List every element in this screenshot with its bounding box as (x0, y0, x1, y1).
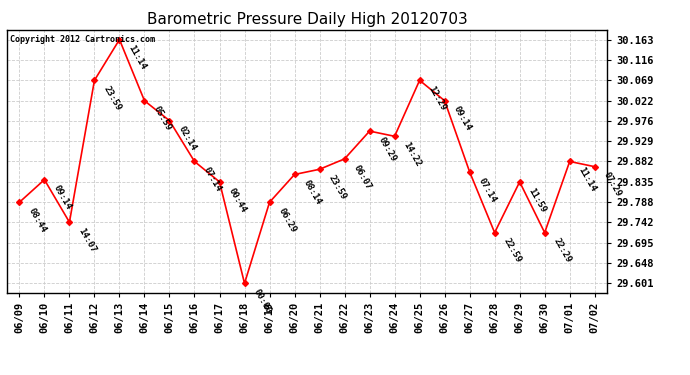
Text: 07:14: 07:14 (201, 166, 223, 194)
Text: 14:22: 14:22 (402, 141, 423, 168)
Text: 00:00: 00:00 (251, 288, 273, 315)
Text: 12:29: 12:29 (426, 84, 448, 112)
Text: Copyright 2012 Cartronics.com: Copyright 2012 Cartronics.com (10, 35, 155, 44)
Text: 08:44: 08:44 (26, 206, 48, 234)
Text: 11:14: 11:14 (577, 166, 598, 194)
Text: 11:59: 11:59 (526, 186, 548, 214)
Title: Barometric Pressure Daily High 20120703: Barometric Pressure Daily High 20120703 (147, 12, 467, 27)
Text: 07:29: 07:29 (602, 171, 623, 199)
Text: 06:29: 06:29 (277, 206, 297, 234)
Text: 22:59: 22:59 (502, 237, 523, 265)
Text: 02:14: 02:14 (177, 125, 197, 153)
Text: 07:14: 07:14 (477, 176, 497, 204)
Text: 23:59: 23:59 (101, 84, 123, 112)
Text: 23:59: 23:59 (326, 174, 348, 201)
Text: 09:29: 09:29 (377, 135, 397, 163)
Text: 06:07: 06:07 (351, 163, 373, 191)
Text: 11:14: 11:14 (126, 44, 148, 72)
Text: 14:07: 14:07 (77, 226, 97, 254)
Text: 00:44: 00:44 (226, 186, 248, 214)
Text: 09:14: 09:14 (451, 105, 473, 133)
Text: 22:29: 22:29 (551, 237, 573, 265)
Text: 05:59: 05:59 (151, 105, 172, 133)
Text: 08:14: 08:14 (302, 178, 323, 206)
Text: 09:14: 09:14 (51, 184, 72, 211)
